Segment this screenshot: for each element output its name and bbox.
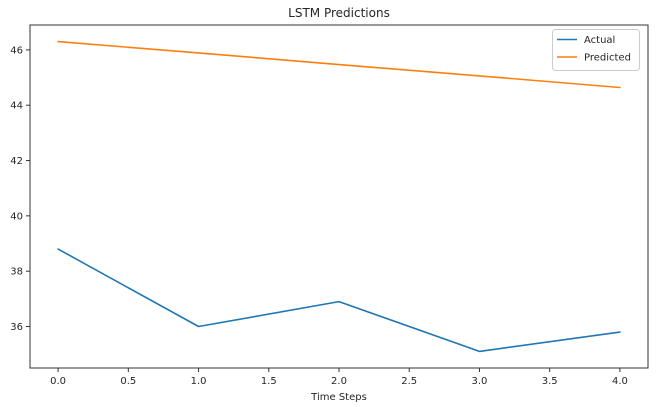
plot-area-border <box>29 24 649 369</box>
series-line-actual <box>57 248 621 353</box>
series-lines <box>57 40 621 353</box>
x-tick-label: 3.0 <box>472 376 488 387</box>
x-axis-ticks: 0.0 0.5 1.0 1.5 2.0 2.5 3.0 3.5 4.0 <box>50 368 628 387</box>
x-tick-label: 2.0 <box>331 376 347 387</box>
y-tick-label: 46 <box>10 45 23 56</box>
x-tick-label: 1.0 <box>191 376 207 387</box>
legend: Actual Predicted <box>552 29 640 71</box>
chart-title: LSTM Predictions <box>288 6 390 20</box>
legend-label-actual: Actual <box>584 35 615 46</box>
x-tick-label: 1.5 <box>261 376 277 387</box>
x-tick-label: 0.5 <box>120 376 136 387</box>
y-axis-ticks: 36 38 40 42 44 46 <box>10 45 30 333</box>
legend-label-predicted: Predicted <box>584 53 631 64</box>
series-line-predicted <box>57 40 621 89</box>
y-tick-label: 44 <box>10 101 23 112</box>
y-tick-label: 38 <box>10 267 23 278</box>
x-tick-label: 2.5 <box>401 376 417 387</box>
x-axis-label: Time Steps <box>310 392 367 403</box>
x-tick-label: 4.0 <box>612 376 628 387</box>
x-tick-label: 0.0 <box>50 376 66 387</box>
y-tick-label: 40 <box>10 211 23 222</box>
y-tick-label: 36 <box>10 322 23 333</box>
x-tick-label: 3.5 <box>542 376 558 387</box>
y-tick-label: 42 <box>10 156 23 167</box>
